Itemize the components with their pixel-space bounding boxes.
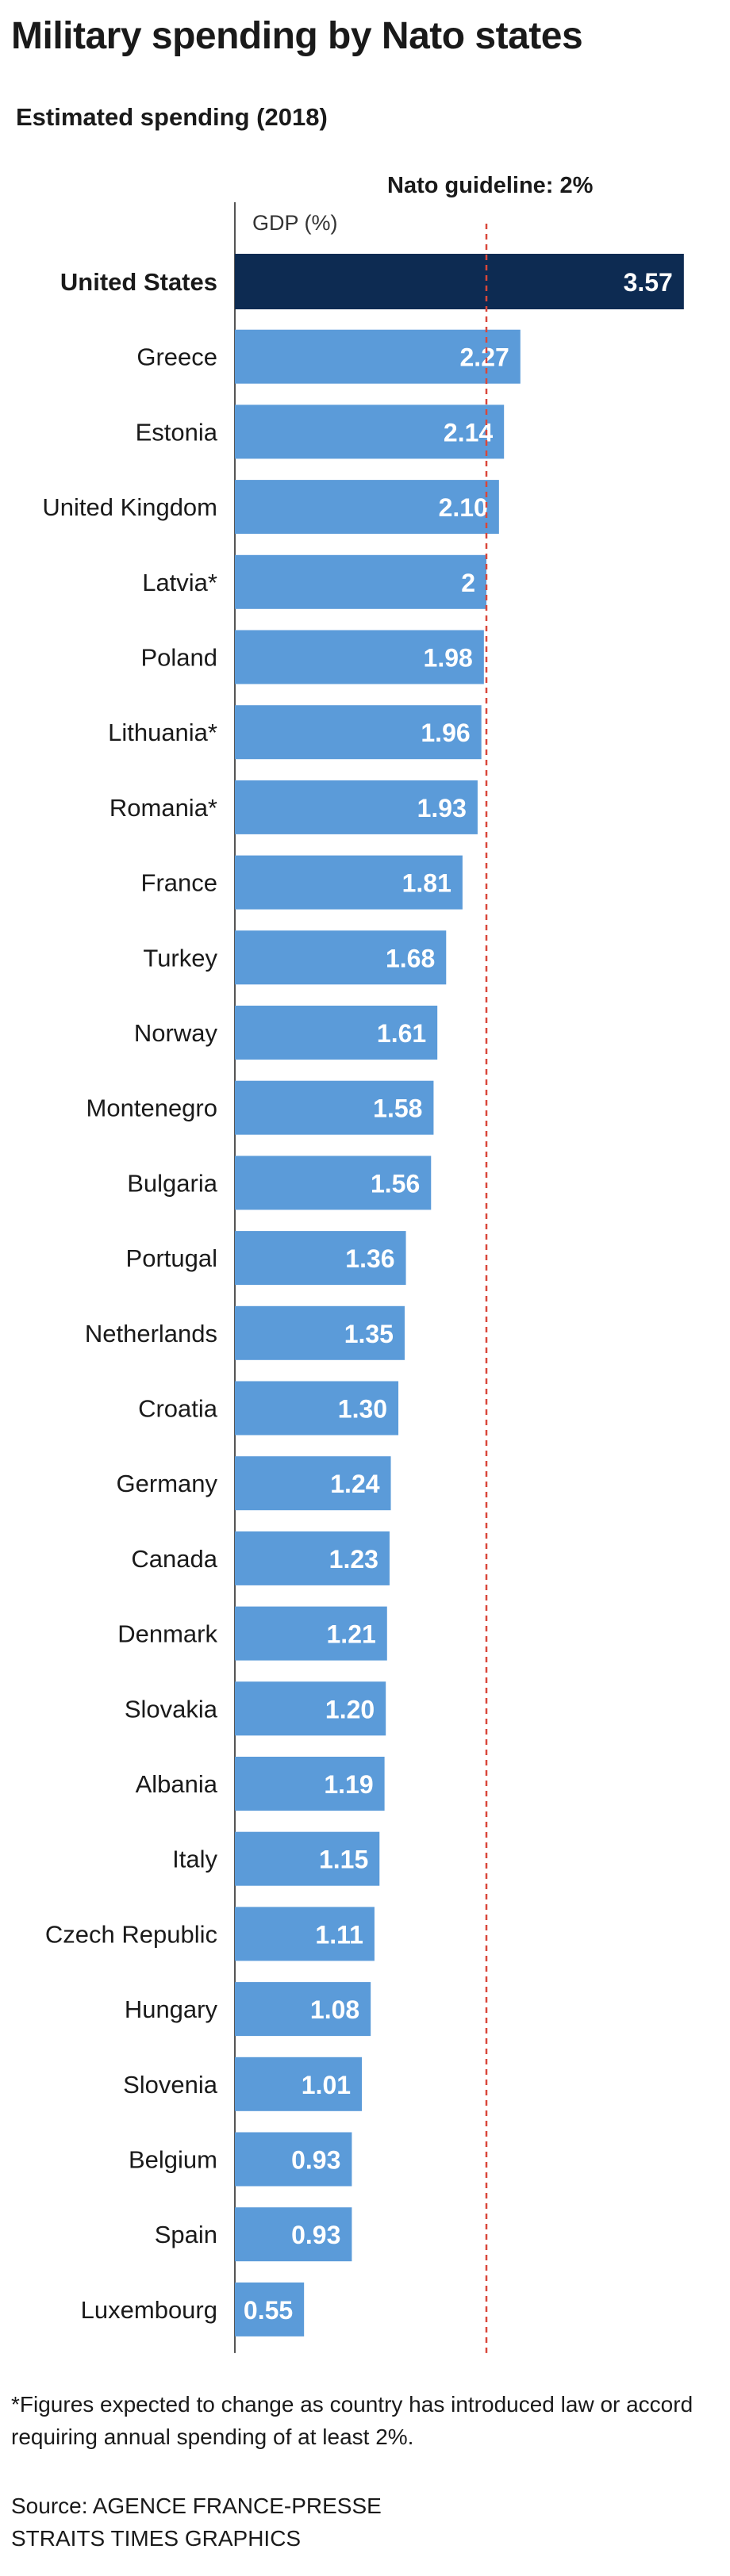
bar: [235, 480, 499, 535]
category-label: Denmark: [117, 1620, 217, 1648]
category-label: Romania*: [110, 794, 217, 822]
category-label: United States: [60, 268, 217, 296]
bar: [235, 1681, 386, 1736]
bar: [235, 404, 505, 459]
category-label: Portugal: [126, 1244, 217, 1272]
bar: [235, 1831, 380, 1886]
source-credit: Source: AGENCE FRANCE-PRESSE STRAITS TIM…: [11, 2490, 382, 2555]
category-label: Croatia: [138, 1395, 218, 1423]
bar: [235, 1531, 390, 1585]
bar: [235, 1080, 434, 1135]
unit-label: GDP (%): [252, 211, 338, 235]
category-label: France: [141, 869, 217, 897]
value-label: 0.93: [291, 2146, 340, 2175]
bar: [235, 2207, 352, 2262]
source-line: Source: AGENCE FRANCE-PRESSE: [11, 2494, 382, 2518]
guideline-label: Nato guideline: 2%: [387, 173, 594, 198]
bar: [235, 705, 482, 760]
category-label: Hungary: [125, 1995, 218, 2023]
credit-line: STRAITS TIMES GRAPHICS: [11, 2525, 302, 2551]
value-label: 1.01: [302, 2071, 351, 2099]
bar: [235, 1907, 375, 1961]
value-label: 1.24: [330, 1470, 379, 1498]
value-label: 1.11: [315, 1920, 363, 1949]
value-label: 0.93: [291, 2221, 340, 2249]
value-label: 1.58: [373, 1094, 422, 1123]
value-label: 1.61: [377, 1019, 426, 1048]
value-label: 1.98: [424, 644, 473, 673]
value-label: 1.21: [327, 1620, 376, 1649]
bar: [235, 1606, 387, 1661]
value-label: 1.93: [417, 794, 467, 822]
category-label: Netherlands: [85, 1320, 217, 1347]
category-label: Greece: [136, 343, 217, 371]
bar: [235, 630, 484, 684]
chart-title: Military spending by Nato states: [11, 15, 583, 57]
category-label: Germany: [117, 1470, 218, 1497]
value-label: 0.55: [244, 2296, 293, 2325]
category-label: Slovenia: [123, 2071, 218, 2099]
value-label: 1.19: [324, 1770, 373, 1799]
value-label: 1.68: [386, 944, 435, 972]
bar: [235, 930, 447, 985]
value-label: 2.14: [444, 418, 493, 447]
bar: [235, 329, 521, 384]
category-label: United Kingdom: [42, 493, 217, 521]
category-label: Belgium: [129, 2146, 217, 2174]
value-label: 2: [461, 569, 475, 597]
bar: [235, 1006, 438, 1060]
chart-subtitle: Estimated spending (2018): [16, 103, 328, 131]
value-label: 1.81: [402, 869, 451, 898]
bar: [235, 2282, 305, 2336]
value-label: 2.10: [439, 493, 488, 522]
value-label: 1.08: [310, 1995, 359, 2024]
bar: [235, 780, 478, 834]
category-label: Czech Republic: [45, 1920, 217, 1948]
bar: [235, 554, 486, 609]
value-label: 2.27: [460, 343, 509, 372]
category-label: Latvia*: [142, 569, 217, 596]
value-label: 1.23: [329, 1545, 378, 1574]
category-label: Albania: [136, 1770, 218, 1798]
value-label: 1.20: [325, 1695, 375, 1723]
category-label: Canada: [131, 1545, 217, 1573]
bar: [235, 1456, 391, 1511]
category-label: Norway: [134, 1019, 218, 1047]
value-label: 1.56: [371, 1169, 420, 1198]
bar: [235, 1757, 385, 1811]
bar: [235, 1381, 399, 1436]
value-label: 1.96: [421, 719, 470, 747]
category-label: Turkey: [143, 944, 217, 972]
category-label: Italy: [172, 1846, 217, 1873]
category-label: Spain: [155, 2221, 217, 2248]
category-label: Poland: [140, 644, 217, 672]
bar: [235, 2132, 352, 2187]
bar: [235, 1982, 371, 2037]
category-label: Estonia: [136, 418, 218, 446]
bar: [235, 855, 463, 910]
value-label: 3.57: [624, 268, 673, 297]
value-label: 1.36: [345, 1244, 394, 1273]
bar: [235, 1305, 405, 1360]
value-label: 1.15: [319, 1846, 368, 1874]
bar: [235, 1231, 406, 1286]
bar-chart: United States 3.57 Greece 2.27 Estonia 2.14 Un…: [42, 202, 684, 2353]
bar: [235, 2057, 363, 2111]
category-label: Montenegro: [86, 1094, 217, 1122]
category-label: Bulgaria: [127, 1169, 217, 1197]
category-label: Slovakia: [125, 1695, 218, 1723]
bar: [235, 254, 684, 309]
value-label: 1.35: [344, 1320, 394, 1348]
category-label: Lithuania*: [108, 719, 217, 746]
value-label: 1.30: [338, 1395, 387, 1424]
bar: [235, 1156, 432, 1210]
footnote: *Figures expected to change as country h…: [11, 2392, 694, 2449]
category-label: Luxembourg: [81, 2296, 217, 2324]
